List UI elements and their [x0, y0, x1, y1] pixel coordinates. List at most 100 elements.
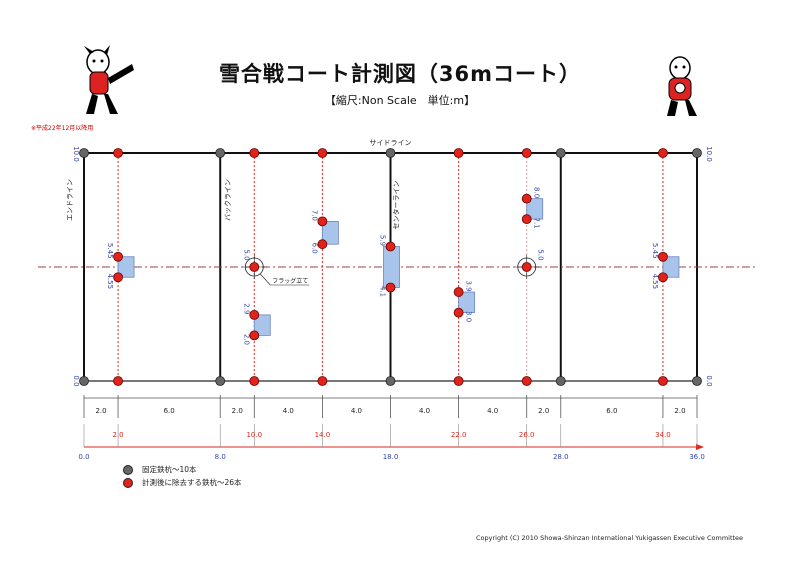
legend-removable-stakes: 計測後に除去する鉄杭～26本 [123, 477, 242, 488]
shelter-stake-top-4 [453, 287, 464, 297]
segment-label-1: 6.0 [164, 407, 175, 415]
shelter-5 [526, 198, 544, 220]
shelter-top-label-1: 2.9 [242, 303, 250, 314]
removable-stake-x34-bottom [658, 376, 668, 386]
removable-stake-x22-top [453, 148, 464, 158]
end-width-right-label: 10.0 [705, 146, 713, 162]
segment-label-3: 4.0 [283, 407, 294, 415]
cumulative-label-2: 14.0 [315, 431, 331, 439]
fixed-stake-x0-top [79, 148, 89, 158]
shelter-bottom-label-5: 7.1 [533, 218, 541, 229]
copyright: Copyright (C) 2010 Showa-Shinzan Interna… [476, 534, 744, 542]
shelter-top-label-2: 7.0 [310, 210, 318, 221]
shelter-stake-top-6 [658, 251, 668, 262]
axis-tick-label-3: 28.0 [553, 453, 569, 461]
shelter-top-label-0: 5.45 [106, 243, 114, 259]
fixed-stake-x36-top [692, 148, 702, 158]
shelter-stake-top-5 [521, 193, 532, 204]
segment-label-0: 2.0 [95, 407, 106, 415]
shelter-2 [321, 220, 339, 245]
zero-left-label: 0.0 [72, 375, 80, 386]
shelter-6 [662, 256, 680, 278]
fixed-stake-x0-bottom [79, 376, 89, 386]
shelter-3 [383, 246, 400, 288]
legend-fixed-label: 固定鉄杭～10本 [142, 465, 197, 474]
flag-label-1: 5.0 [537, 249, 545, 260]
flag-label-0: 5.0 [242, 249, 250, 260]
shelter-bottom-label-6: 4.55 [651, 273, 659, 289]
segment-label-7: 2.0 [538, 407, 549, 415]
shelter-bottom-label-0: 4.55 [106, 273, 114, 289]
shelter-stake-bottom-5 [521, 214, 532, 225]
fixed-stake-x8-top [215, 148, 226, 158]
shelter-stake-top-0 [113, 251, 123, 262]
shelter-bottom-label-2: 6.0 [310, 243, 318, 254]
zero-right-label: 0.0 [705, 375, 713, 386]
removable-stake-x14-top [317, 148, 328, 158]
axis-tick-label-1: 8.0 [215, 453, 226, 461]
shelter-0 [117, 256, 135, 278]
mascot-left-illustration [84, 45, 134, 114]
revision-note: ※平成22年12月以降用 [31, 125, 94, 132]
segment-label-4: 4.0 [351, 407, 362, 415]
shelter-top-label-5: 8.0 [533, 187, 541, 198]
shelter-stake-bottom-4 [453, 307, 464, 318]
removable-stake-x10-top [249, 148, 260, 158]
shelter-1 [253, 314, 271, 336]
segment-label-8: 6.0 [606, 407, 617, 415]
end-width-left-label: 10.0 [72, 146, 80, 162]
removable-stake-x10-bottom [249, 376, 260, 386]
fixed-stake-x18-bottom [385, 376, 396, 386]
removable-stake-x2-bottom [113, 376, 123, 386]
shelter-stake-bottom-2 [317, 239, 328, 250]
shelter-bottom-label-1: 2.0 [242, 334, 250, 345]
shelter-4 [458, 291, 476, 313]
fixed-stake-x28-top [555, 148, 566, 158]
center-line-label: センターライン [392, 181, 401, 230]
end-line-label: エンドライン [66, 179, 74, 221]
fixed-stake-x28-bottom [555, 376, 566, 386]
legend-removable-dot [123, 477, 133, 488]
axis-tick-label-2: 18.0 [383, 453, 399, 461]
shelter-stake-top-3 [385, 241, 396, 252]
flag-callout-label: フラッグ立て [272, 277, 308, 285]
flag-stake-1 [521, 262, 532, 272]
axis-tick-label-0: 0.0 [78, 453, 89, 461]
removable-stake-x34-top [658, 148, 668, 158]
cumulative-label-1: 10.0 [246, 431, 262, 439]
page-subtitle: 【縮尺:Non Scale 単位:m】 [324, 94, 476, 107]
shelter-stake-bottom-3 [385, 282, 396, 293]
shelter-bottom-label-4: 3.0 [465, 311, 473, 322]
shelter-top-label-6: 5.45 [651, 243, 659, 259]
page-title: 雪合戦コート計測図（36mコート） [218, 62, 582, 86]
segment-label-5: 4.0 [419, 407, 430, 415]
shelter-stake-top-2 [317, 216, 328, 227]
removable-stake-x26-top [521, 148, 532, 158]
flag-stake-0 [249, 262, 260, 272]
side-line-label: サイドライン [370, 139, 412, 147]
removable-stake-x14-bottom [317, 376, 328, 386]
shelter-top-label-4: 3.9 [465, 281, 473, 292]
segment-label-9: 2.0 [674, 407, 685, 415]
flag-callout-line [260, 273, 271, 286]
cumulative-label-0: 2.0 [112, 431, 123, 439]
fixed-stake-x18-top [385, 148, 396, 158]
shelter-stake-top-1 [249, 309, 260, 320]
removable-stake-x26-bottom [521, 376, 532, 386]
fixed-stake-x36-bottom [692, 376, 702, 386]
removable-stake-x22-bottom [453, 376, 464, 386]
cumulative-label-4: 26.0 [519, 431, 535, 439]
legend-removable-label: 計測後に除去する鉄杭～26本 [142, 478, 242, 487]
legend-fixed-stakes: 固定鉄杭～10本 [123, 464, 197, 475]
mascot-right-illustration [667, 56, 697, 116]
cumulative-label-3: 22.0 [451, 431, 467, 439]
segment-label-6: 4.0 [487, 407, 498, 415]
shelter-bottom-label-3: 4.1 [379, 286, 387, 297]
segment-label-2: 2.0 [232, 407, 243, 415]
shelter-stake-bottom-1 [249, 330, 260, 341]
shelter-stake-bottom-0 [113, 272, 123, 283]
shelter-top-label-3: 5.9 [379, 235, 387, 246]
back-line-label: バックライン [224, 179, 232, 221]
fixed-stake-x8-bottom [215, 376, 226, 386]
